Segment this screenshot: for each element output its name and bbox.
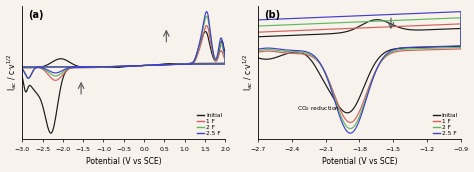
Legend: Initial, 1 F, 2 F, 2.5 F: Initial, 1 F, 2 F, 2.5 F	[432, 113, 458, 136]
Text: CO$_2$ reduction: CO$_2$ reduction	[297, 104, 340, 113]
X-axis label: Potential (V vs SCE): Potential (V vs SCE)	[86, 157, 162, 166]
Text: (b): (b)	[264, 10, 280, 20]
Y-axis label: I$_{ac}$ / c·v$^{1/2}$: I$_{ac}$ / c·v$^{1/2}$	[241, 54, 255, 91]
Legend: Initial, 1 F, 2 F, 2.5 F: Initial, 1 F, 2 F, 2.5 F	[197, 113, 222, 136]
X-axis label: Potential (V vs SCE): Potential (V vs SCE)	[321, 157, 397, 166]
Text: (a): (a)	[28, 10, 44, 20]
Y-axis label: I$_{ac}$ / c·v$^{1/2}$: I$_{ac}$ / c·v$^{1/2}$	[6, 54, 19, 91]
